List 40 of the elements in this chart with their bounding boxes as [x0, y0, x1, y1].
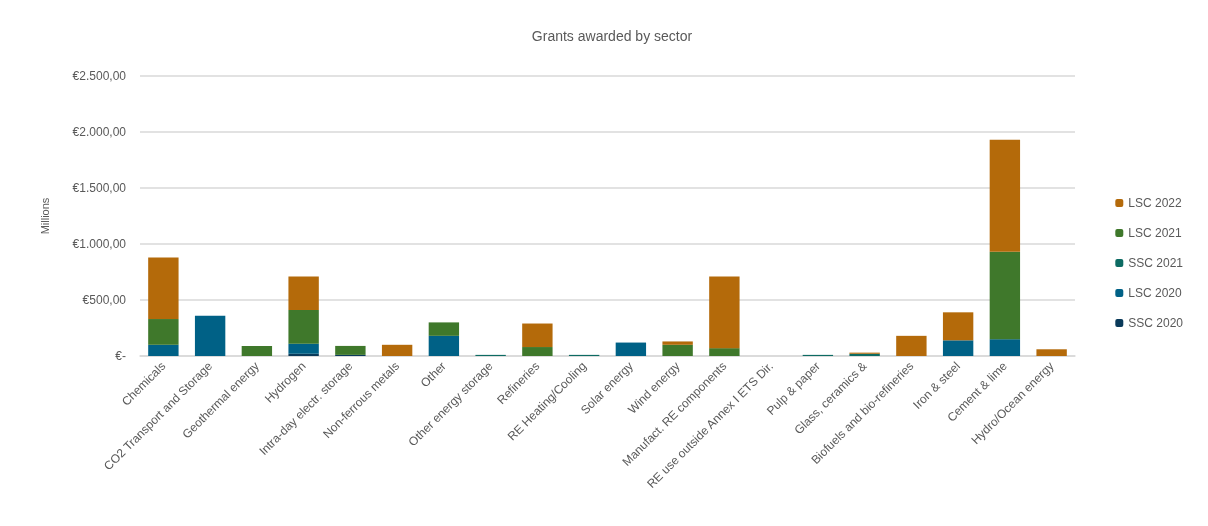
legend-label: LSC 2021	[1128, 226, 1182, 240]
bar	[288, 310, 319, 344]
bar	[428, 335, 460, 356]
bar	[1036, 349, 1067, 356]
bar	[522, 323, 553, 348]
y-tick-label: €2.000,00	[72, 125, 127, 139]
bar	[989, 139, 1021, 252]
legend-label: LSC 2022	[1128, 196, 1182, 210]
bar	[989, 339, 1021, 356]
bar	[942, 312, 974, 341]
bar	[148, 319, 179, 345]
bar	[194, 315, 226, 356]
bar	[522, 347, 553, 356]
bar	[381, 344, 413, 356]
y-tick-label: €-	[115, 349, 126, 363]
y-tick-label: €1.000,00	[72, 237, 127, 251]
bar	[288, 276, 319, 311]
legend-label: SSC 2020	[1128, 316, 1184, 330]
legend-label: SSC 2021	[1128, 256, 1184, 270]
y-tick-label: €500,00	[82, 293, 127, 307]
y-tick-label: €1.500,00	[72, 181, 127, 195]
bar	[148, 257, 179, 320]
y-axis-title: Millions	[38, 197, 51, 235]
bar	[662, 344, 693, 356]
bar	[148, 344, 179, 356]
bar	[428, 322, 460, 336]
bar	[288, 343, 319, 354]
bar	[896, 335, 927, 356]
bar	[288, 353, 319, 356]
chart-title: Grants awarded by sector	[531, 28, 693, 44]
bar	[662, 341, 693, 345]
bar	[989, 251, 1021, 340]
bar	[241, 345, 273, 356]
bar	[709, 348, 740, 356]
bar	[615, 342, 647, 356]
bar	[709, 276, 740, 349]
bar	[335, 345, 366, 355]
bar	[942, 340, 974, 356]
legend-label: LSC 2020	[1128, 286, 1182, 300]
y-tick-label: €2.500,00	[72, 69, 127, 83]
